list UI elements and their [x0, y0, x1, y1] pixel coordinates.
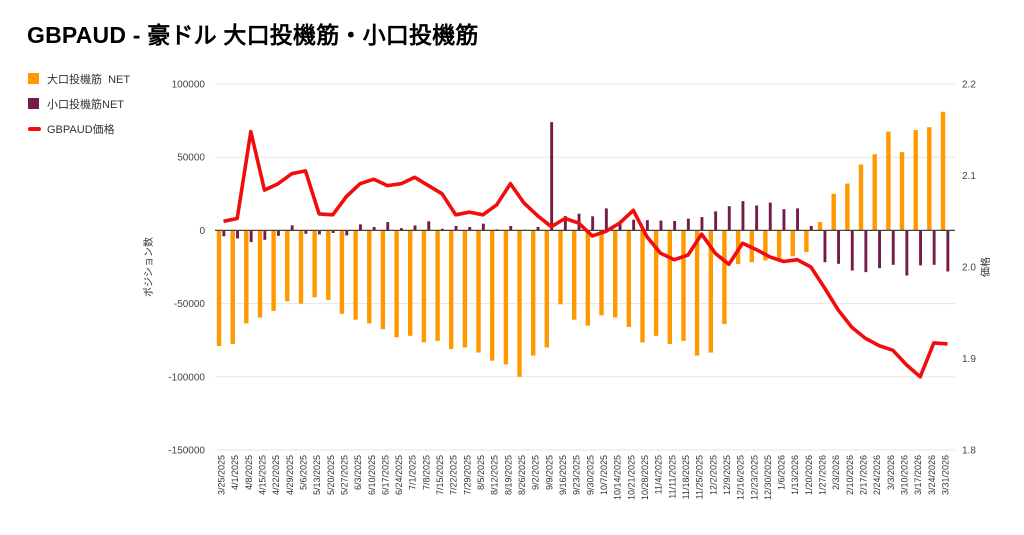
price-line-swatch-icon [28, 126, 41, 131]
svg-text:9/9/2025: 9/9/2025 [544, 455, 554, 490]
svg-text:11/18/2025: 11/18/2025 [681, 455, 691, 499]
legend-item-large-speculators: 大口投機筋 NET [28, 66, 130, 91]
svg-text:7/1/2025: 7/1/2025 [408, 455, 418, 490]
svg-text:2.0: 2.0 [962, 263, 976, 274]
svg-text:4/1/2025: 4/1/2025 [230, 455, 240, 490]
small-speculators-swatch-icon [28, 98, 39, 109]
svg-text:2.2: 2.2 [962, 80, 976, 91]
svg-text:8/12/2025: 8/12/2025 [490, 455, 500, 495]
svg-text:11/11/2025: 11/11/2025 [667, 455, 677, 499]
svg-text:8/26/2025: 8/26/2025 [517, 455, 527, 495]
left-axis-title: ポジション数 [142, 237, 155, 297]
legend-label: GBPAUD価格 [47, 123, 115, 136]
svg-text:3/25/2025: 3/25/2025 [217, 455, 227, 495]
svg-text:2/3/2026: 2/3/2026 [831, 455, 841, 490]
svg-text:11/25/2025: 11/25/2025 [695, 455, 705, 499]
svg-text:10/21/2025: 10/21/2025 [626, 455, 636, 500]
svg-text:12/23/2025: 12/23/2025 [749, 455, 759, 500]
svg-text:1/13/2026: 1/13/2026 [790, 455, 800, 495]
page-title: GBPAUD - 豪ドル 大口投機筋・小口投機筋 [27, 22, 479, 48]
svg-text:12/2/2025: 12/2/2025 [708, 455, 718, 495]
right-axis-title: 価格 [979, 257, 992, 277]
bars-large-speculators [216, 111, 946, 377]
svg-text:2/10/2026: 2/10/2026 [845, 455, 855, 495]
svg-text:1.9: 1.9 [962, 354, 976, 365]
svg-text:-100000: -100000 [168, 372, 205, 383]
svg-text:3/3/2026: 3/3/2026 [886, 455, 896, 490]
svg-text:8/5/2025: 8/5/2025 [476, 455, 486, 490]
svg-text:8/19/2025: 8/19/2025 [503, 455, 513, 495]
svg-text:3/24/2026: 3/24/2026 [927, 455, 937, 495]
legend-label: 小口投機筋NET [47, 98, 124, 111]
svg-text:5/27/2025: 5/27/2025 [339, 455, 349, 495]
svg-text:3/10/2026: 3/10/2026 [900, 455, 910, 495]
svg-text:1.8: 1.8 [962, 446, 976, 457]
svg-text:4/8/2025: 4/8/2025 [244, 455, 254, 490]
svg-text:7/15/2025: 7/15/2025 [435, 455, 445, 495]
svg-text:9/30/2025: 9/30/2025 [585, 455, 595, 495]
svg-text:3/31/2026: 3/31/2026 [941, 455, 951, 495]
svg-text:0: 0 [199, 226, 205, 237]
svg-text:11/4/2025: 11/4/2025 [654, 455, 664, 494]
svg-text:12/30/2025: 12/30/2025 [763, 455, 773, 500]
gridlines [215, 83, 955, 451]
svg-text:6/17/2025: 6/17/2025 [380, 455, 390, 495]
svg-text:10/7/2025: 10/7/2025 [599, 455, 609, 495]
svg-text:4/22/2025: 4/22/2025 [271, 455, 281, 495]
large-speculators-swatch-icon [28, 73, 39, 84]
svg-text:5/13/2025: 5/13/2025 [312, 455, 322, 495]
svg-text:9/2/2025: 9/2/2025 [531, 455, 541, 490]
svg-text:6/3/2025: 6/3/2025 [353, 455, 363, 490]
svg-text:2/17/2026: 2/17/2026 [859, 455, 869, 495]
svg-text:6/24/2025: 6/24/2025 [394, 455, 404, 495]
svg-text:7/8/2025: 7/8/2025 [421, 455, 431, 490]
right-axis-labels: 2.2 2.1 2.0 1.9 1.8 [962, 80, 976, 457]
svg-text:価格: 価格 [979, 257, 992, 277]
legend-item-price: GBPAUD価格 [28, 116, 130, 141]
svg-text:12/9/2025: 12/9/2025 [722, 455, 732, 495]
svg-text:9/16/2025: 9/16/2025 [558, 455, 568, 495]
svg-text:4/29/2025: 4/29/2025 [285, 455, 295, 495]
svg-text:7/29/2025: 7/29/2025 [462, 455, 472, 495]
svg-text:7/22/2025: 7/22/2025 [449, 455, 459, 495]
svg-text:10/28/2025: 10/28/2025 [640, 455, 650, 500]
legend-label: 大口投機筋 NET [47, 73, 131, 86]
svg-text:-150000: -150000 [168, 446, 205, 457]
svg-text:12/16/2025: 12/16/2025 [736, 455, 746, 500]
svg-text:-50000: -50000 [174, 299, 206, 310]
svg-text:3/17/2026: 3/17/2026 [913, 455, 923, 495]
svg-text:50000: 50000 [177, 153, 205, 164]
legend-item-small-speculators: 小口投機筋NET [28, 91, 130, 116]
svg-text:5/6/2025: 5/6/2025 [299, 455, 309, 490]
svg-text:4/15/2025: 4/15/2025 [258, 455, 268, 495]
svg-text:1/27/2026: 1/27/2026 [818, 455, 828, 495]
legend: 大口投機筋 NET 小口投機筋NET GBPAUD価格 [28, 66, 130, 141]
x-axis-labels: 3/25/2025 4/1/2025 4/8/2025 4/15/2025 4/22/2… [217, 455, 951, 500]
svg-text:9/23/2025: 9/23/2025 [572, 455, 582, 495]
svg-text:5/20/2025: 5/20/2025 [326, 455, 336, 495]
svg-text:6/10/2025: 6/10/2025 [367, 455, 377, 495]
svg-text:1/6/2026: 1/6/2026 [777, 455, 787, 490]
svg-text:1/20/2026: 1/20/2026 [804, 455, 814, 495]
left-axis-labels: 100000 50000 0 -50000 -100000 -150000 [168, 80, 205, 457]
svg-text:ポジション数: ポジション数 [142, 237, 155, 297]
svg-text:10/14/2025: 10/14/2025 [613, 455, 623, 500]
price-line [223, 129, 948, 379]
svg-text:2/24/2026: 2/24/2026 [872, 455, 882, 495]
svg-text:100000: 100000 [172, 80, 206, 91]
svg-text:2.1: 2.1 [962, 171, 976, 182]
